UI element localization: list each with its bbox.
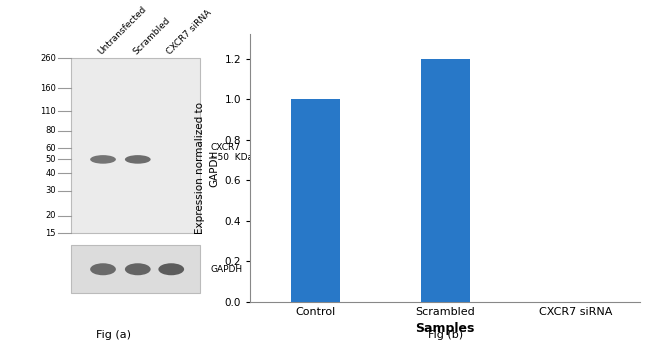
Text: 30: 30 bbox=[46, 186, 56, 195]
Text: 20: 20 bbox=[46, 211, 56, 220]
Ellipse shape bbox=[159, 263, 184, 275]
Text: 80: 80 bbox=[46, 126, 56, 135]
Ellipse shape bbox=[90, 155, 116, 164]
Text: 40: 40 bbox=[46, 169, 56, 178]
Text: CXCR7
~50  KDa: CXCR7 ~50 KDa bbox=[211, 143, 254, 162]
Text: Fig (b): Fig (b) bbox=[428, 330, 463, 340]
Text: Scrambled: Scrambled bbox=[131, 16, 172, 57]
Bar bbox=[291, 99, 340, 302]
Ellipse shape bbox=[125, 263, 151, 275]
Y-axis label: Expression normalized to
GAPDH: Expression normalized to GAPDH bbox=[195, 102, 219, 234]
Text: GAPDH: GAPDH bbox=[211, 265, 242, 274]
Text: Fig (a): Fig (a) bbox=[96, 330, 131, 340]
Text: 60: 60 bbox=[46, 144, 56, 153]
Text: CXCR7 siRNA: CXCR7 siRNA bbox=[165, 8, 213, 57]
Bar bbox=[421, 59, 470, 302]
Bar bbox=[71, 245, 200, 293]
Ellipse shape bbox=[90, 263, 116, 275]
Text: 110: 110 bbox=[40, 107, 56, 116]
Ellipse shape bbox=[125, 155, 151, 164]
Text: 160: 160 bbox=[40, 84, 56, 93]
Text: 15: 15 bbox=[46, 229, 56, 238]
Text: 50: 50 bbox=[46, 155, 56, 164]
X-axis label: Samples: Samples bbox=[415, 322, 475, 335]
Text: Untransfected: Untransfected bbox=[97, 5, 149, 57]
Text: 260: 260 bbox=[40, 54, 56, 63]
Bar bbox=[71, 58, 200, 233]
